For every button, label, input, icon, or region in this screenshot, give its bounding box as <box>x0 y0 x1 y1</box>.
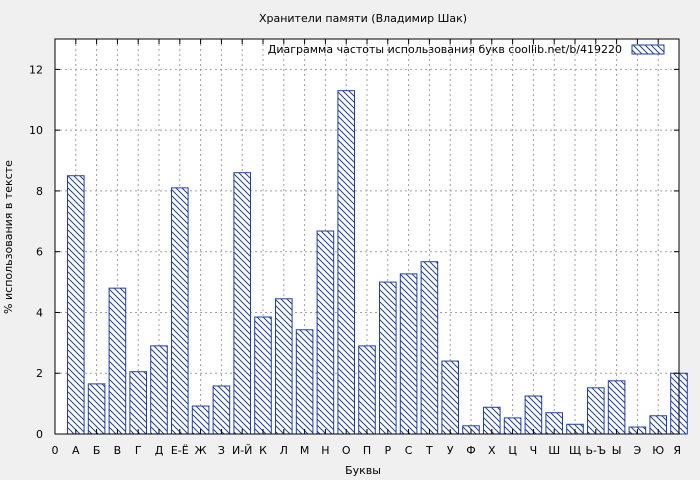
x-tick-label: Ж <box>195 444 207 457</box>
y-axis-label: % использования в тексте <box>2 160 15 314</box>
x-tick-label: С <box>405 444 413 457</box>
x-tick-label: Н <box>321 444 329 457</box>
x-tick-label: К <box>259 444 267 457</box>
legend-label: Диаграмма частоты использования букв coo… <box>268 43 622 56</box>
x-tick-label: Д <box>155 444 164 457</box>
x-tick-label: Ц <box>508 444 517 457</box>
bar <box>233 172 251 435</box>
x-tick-label: Е-Ё <box>171 444 189 457</box>
bar <box>441 360 459 435</box>
bar <box>87 383 106 435</box>
bar <box>587 387 605 435</box>
bar <box>150 345 168 435</box>
bar <box>316 230 335 435</box>
bar <box>171 187 189 435</box>
bar <box>399 273 418 435</box>
bar <box>212 385 231 435</box>
x-tick-label: Ы <box>612 444 622 457</box>
y-tick-label: 0 <box>36 428 43 441</box>
bar <box>67 175 85 435</box>
x-tick-label: У <box>447 444 454 457</box>
legend-swatch <box>631 44 665 55</box>
y-tick-label: 10 <box>29 124 43 137</box>
x-tick-label: А <box>72 444 80 457</box>
bar <box>108 287 127 435</box>
x-tick-label: Ш <box>548 444 560 457</box>
x-tick-label: Л <box>280 444 288 457</box>
bar <box>129 371 147 435</box>
x-tick-label: В <box>114 444 122 457</box>
x-tick-label: Х <box>488 444 496 457</box>
bars <box>67 90 688 435</box>
y-tick-label: 2 <box>36 367 43 380</box>
bar <box>379 281 397 435</box>
x-tick-label: И-Й <box>232 444 252 457</box>
x-tick-label: П <box>363 444 371 457</box>
x-tick-label: Щ <box>569 444 581 457</box>
x-tick-label: Ч <box>530 444 538 457</box>
bar <box>295 329 314 435</box>
y-tick-label: 6 <box>36 246 43 259</box>
y-tick-label: 12 <box>29 63 43 76</box>
bar <box>607 380 626 435</box>
legend: Диаграмма частоты использования букв coo… <box>268 43 665 56</box>
x-tick-label: З <box>218 444 225 457</box>
x-tick-label: 0 <box>52 444 59 457</box>
x-tick-label: Г <box>135 444 142 457</box>
bar <box>358 345 376 435</box>
x-tick-label: Р <box>384 444 391 457</box>
y-tick-label: 8 <box>36 185 43 198</box>
bar <box>275 298 293 435</box>
x-tick-label: Я <box>673 444 681 457</box>
bar <box>337 90 355 435</box>
x-tick-label: Б <box>93 444 101 457</box>
bar <box>420 261 439 435</box>
x-tick-label: М <box>300 444 310 457</box>
x-tick-label: Ь-Ъ <box>585 444 606 457</box>
y-tick-label: 4 <box>36 306 43 319</box>
x-tick-label: О <box>342 444 351 457</box>
x-tick-label: Э <box>634 444 642 457</box>
x-tick-label: Т <box>425 444 433 457</box>
chart-title: Хранители памяти (Владимир Шак) <box>259 12 467 25</box>
x-tick-label: Ф <box>466 444 475 457</box>
x-axis-label: Буквы <box>345 464 381 477</box>
bar <box>254 316 272 435</box>
x-tick-label: Ю <box>652 444 664 457</box>
bar <box>524 395 543 435</box>
